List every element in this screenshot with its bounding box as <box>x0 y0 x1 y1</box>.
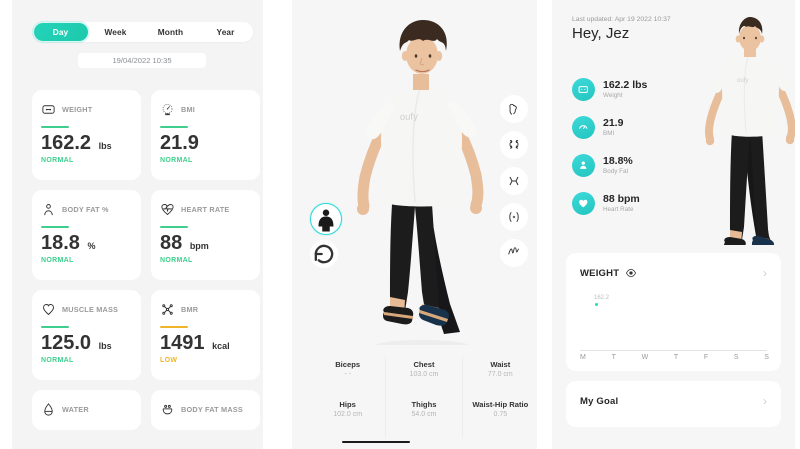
svg-text:oufy: oufy <box>400 111 419 123</box>
svg-text:oufy: oufy <box>737 78 748 84</box>
